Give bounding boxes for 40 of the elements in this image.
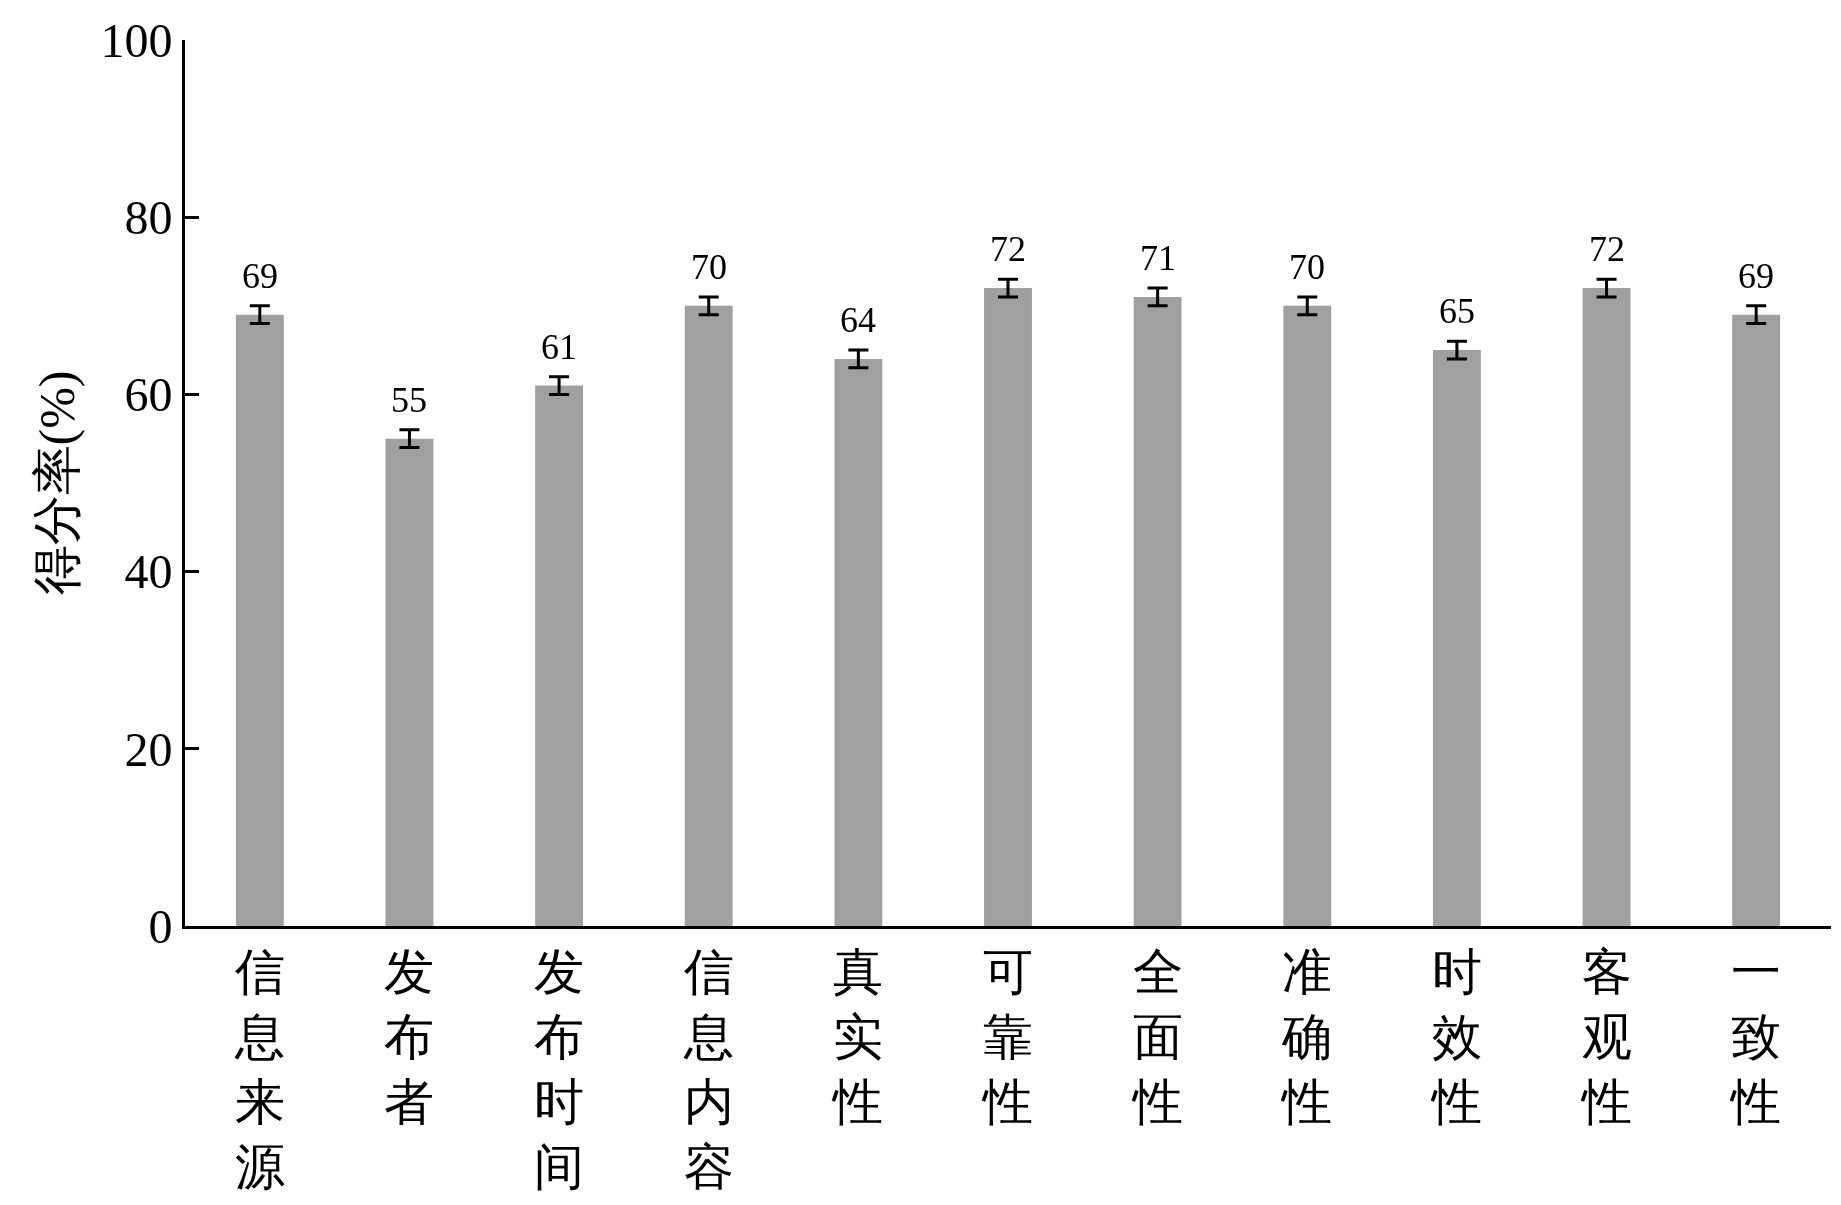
data-label: 72 (990, 229, 1026, 269)
x-tick-label: 客观性 (1579, 944, 1632, 1130)
bar (684, 305, 733, 926)
x-tick-label: 真实性 (831, 944, 884, 1130)
x-tick-label: 一致性 (1729, 944, 1782, 1130)
y-axis-title: 得分率(%) (29, 370, 86, 596)
data-label: 69 (242, 256, 278, 296)
x-tick-label: 全面性 (1130, 944, 1183, 1130)
y-tick-label: 80 (124, 191, 173, 244)
y-tick-label: 40 (124, 545, 173, 599)
y-tick-label: 100 (100, 13, 173, 67)
y-tick-label: 60 (124, 368, 173, 422)
x-tick-label: 时效性 (1429, 944, 1482, 1130)
x-tick-label: 信息内容 (682, 944, 734, 1195)
x-tick-label: 信息来源 (233, 944, 285, 1195)
x-tick-label: 可靠性 (981, 944, 1033, 1130)
data-label: 65 (1439, 291, 1475, 331)
data-label: 71 (1140, 238, 1176, 278)
bar (535, 385, 584, 926)
bar (235, 314, 284, 926)
data-label: 55 (391, 380, 427, 420)
bar (1432, 350, 1481, 926)
bar (1582, 288, 1631, 926)
x-tick-label: 准确性 (1280, 944, 1333, 1130)
data-label: 70 (691, 247, 727, 287)
data-label: 61 (541, 327, 577, 367)
bar (834, 358, 883, 926)
data-label: 72 (1589, 229, 1625, 269)
bar (984, 288, 1032, 926)
y-tick-label: 20 (124, 722, 173, 776)
y-tick-label: 0 (148, 899, 173, 953)
bar (1283, 305, 1332, 926)
x-tick-label: 发布者 (384, 944, 435, 1130)
bar (1732, 314, 1781, 926)
data-label: 64 (840, 300, 876, 340)
x-tick-label: 发布时间 (534, 944, 585, 1195)
data-label: 69 (1738, 256, 1774, 296)
bar (385, 438, 434, 926)
bar (1133, 296, 1182, 926)
data-label: 70 (1289, 247, 1325, 287)
